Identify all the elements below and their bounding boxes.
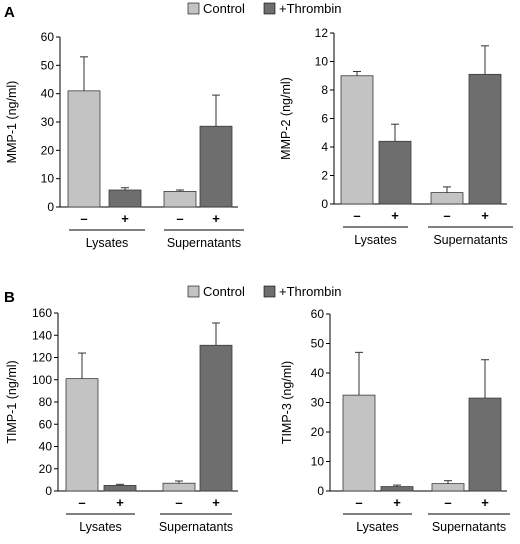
y-tick-label: 40	[41, 87, 55, 101]
y-tick-label: 20	[311, 425, 325, 439]
chart-mmp2: 0 2 4 6 8 10 12 MMP-2 (ng/ml) – + – + Lysates Superna…	[279, 26, 513, 247]
condition-sign: –	[443, 208, 450, 223]
y-tick-label: 0	[317, 484, 324, 498]
y-tick-label: 8	[321, 83, 328, 97]
condition-sign: +	[212, 211, 220, 226]
condition-sign: –	[444, 495, 451, 510]
bar-control	[340, 75, 374, 205]
bar-thrombin	[378, 140, 412, 205]
chart-timp1: 0 20 40 60 80 100 120 140 160 TIMP-1 (ng/ml) – + – + L…	[5, 306, 238, 534]
y-tick-label: 4	[321, 140, 328, 154]
condition-sign: +	[391, 208, 399, 223]
condition-sign: +	[121, 211, 129, 226]
group-label: Supernatants	[159, 520, 233, 534]
y-tick-label: 140	[32, 328, 52, 342]
bar-thrombin	[199, 344, 233, 492]
legend-b: Control +Thrombin	[187, 284, 342, 299]
group-label: Supernatants	[432, 520, 506, 534]
condition-sign: +	[116, 495, 124, 510]
condition-sign: –	[80, 211, 87, 226]
bar-thrombin	[468, 397, 502, 492]
y-tick-label: 100	[32, 373, 52, 387]
condition-sign: +	[481, 495, 489, 510]
group-label: Lysates	[86, 236, 129, 250]
bar-control	[67, 90, 101, 208]
y-tick-label: 0	[45, 484, 52, 498]
group-label: Supernatants	[167, 236, 241, 250]
legend-swatch-thrombin	[263, 2, 276, 15]
y-tick-label: 30	[311, 396, 325, 410]
bar-thrombin	[380, 486, 414, 492]
y-tick-label: 10	[315, 55, 329, 69]
condition-sign: –	[78, 495, 85, 510]
condition-sign: +	[481, 208, 489, 223]
bar-thrombin	[103, 485, 137, 492]
y-tick-label: 160	[32, 306, 52, 320]
y-tick-label: 40	[39, 440, 53, 454]
y-axis-label: TIMP-3 (ng/ml)	[280, 361, 294, 444]
bar-control	[65, 378, 99, 492]
chart-mmp1: 0 10 20 30 40 50 60 MMP-1 (ng/ml) – + – + Lysates Sup…	[5, 30, 244, 250]
bar-thrombin	[199, 125, 233, 208]
bar-control	[163, 191, 197, 208]
y-tick-label: 50	[311, 337, 325, 351]
panel-label-a: A	[4, 4, 15, 21]
y-tick-label: 40	[311, 366, 325, 380]
panel-label-b: B	[4, 289, 15, 306]
y-axis-label: MMP-1 (ng/ml)	[5, 81, 19, 164]
y-tick-label: 30	[41, 115, 55, 129]
y-tick-label: 20	[39, 462, 53, 476]
y-axis-label: MMP-2 (ng/ml)	[279, 77, 293, 160]
y-tick-label: 80	[39, 395, 53, 409]
y-tick-label: 60	[311, 307, 325, 321]
legend-swatch-thrombin	[263, 285, 276, 298]
y-tick-label: 2	[321, 169, 328, 183]
group-label: Supernatants	[433, 233, 507, 247]
chart-timp3: 0 10 20 30 40 50 60 TIMP-3 (ng/ml) – + – + Lysates Su…	[280, 307, 510, 534]
legend-label-control: Control	[203, 1, 245, 16]
y-tick-label: 6	[321, 112, 328, 126]
y-tick-label: 120	[32, 351, 52, 365]
y-tick-label: 20	[41, 143, 55, 157]
y-tick-label: 12	[315, 26, 329, 40]
condition-sign: +	[393, 495, 401, 510]
condition-sign: –	[353, 208, 360, 223]
y-tick-label: 50	[41, 58, 55, 72]
legend-label-thrombin: +Thrombin	[279, 1, 342, 16]
condition-sign: –	[355, 495, 362, 510]
legend-label-control: Control	[203, 284, 245, 299]
bar-thrombin	[108, 189, 142, 208]
bar-control	[430, 192, 464, 205]
y-tick-label: 0	[47, 200, 54, 214]
condition-sign: –	[175, 495, 182, 510]
bar-control	[162, 482, 196, 492]
y-tick-label: 0	[321, 197, 328, 211]
y-axis-label: TIMP-1 (ng/ml)	[5, 360, 19, 443]
group-label: Lysates	[354, 233, 397, 247]
legend-label-thrombin: +Thrombin	[279, 284, 342, 299]
group-label: Lysates	[356, 520, 399, 534]
legend-swatch-control	[187, 2, 200, 15]
y-tick-label: 60	[41, 30, 55, 44]
y-tick-label: 10	[41, 172, 55, 186]
bar-thrombin	[468, 73, 502, 205]
legend-a: Control +Thrombin	[187, 1, 342, 16]
legend-swatch-control	[187, 285, 200, 298]
y-tick-label: 10	[311, 455, 325, 469]
bar-control	[342, 394, 376, 492]
bar-control	[431, 483, 465, 492]
group-label: Lysates	[79, 520, 122, 534]
condition-sign: +	[212, 495, 220, 510]
condition-sign: –	[176, 211, 183, 226]
y-tick-label: 60	[39, 417, 53, 431]
